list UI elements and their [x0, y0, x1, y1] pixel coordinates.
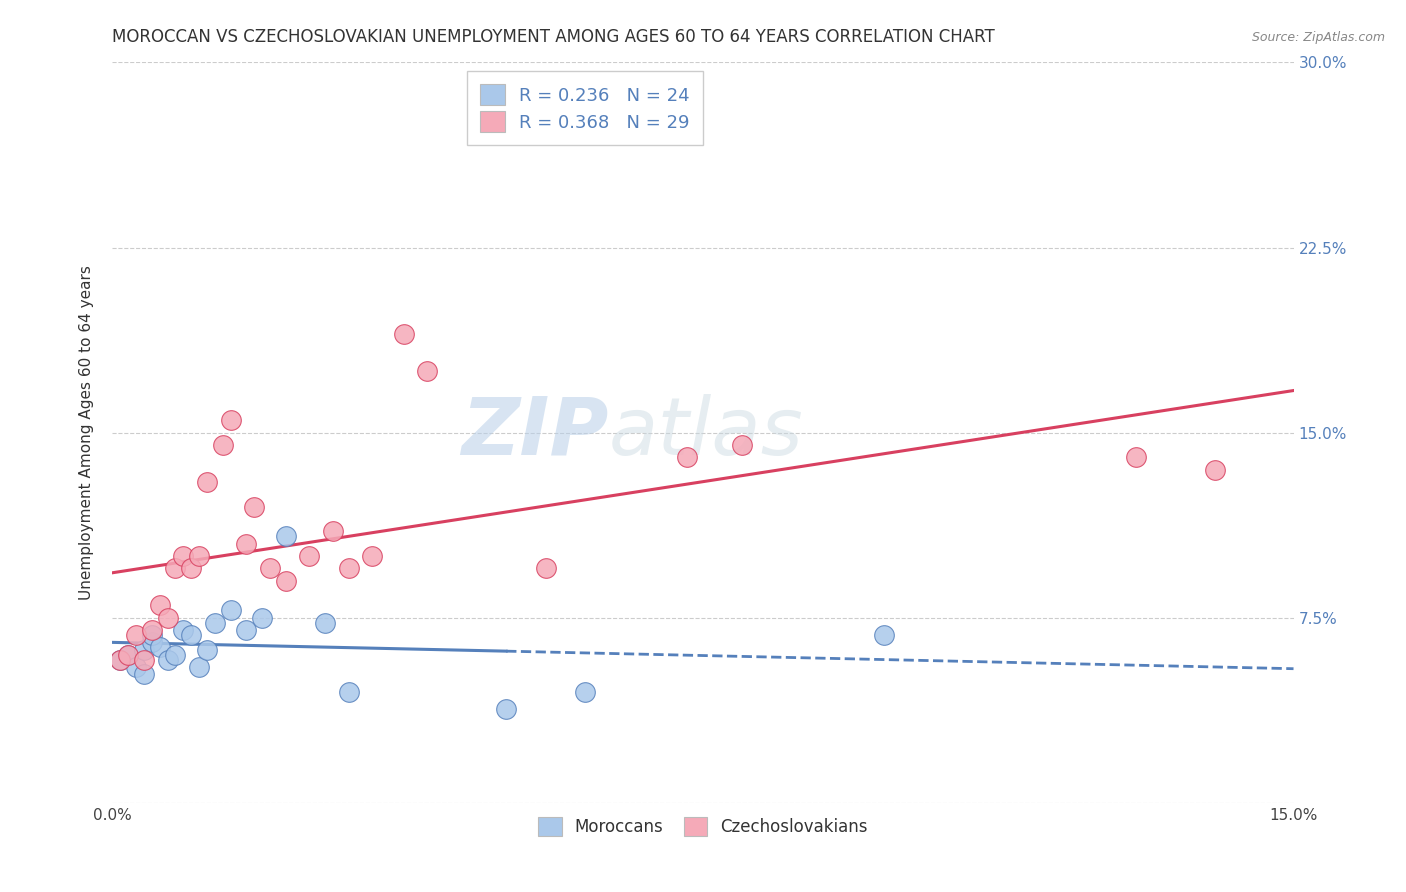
Point	[1204, 462, 1226, 476]
Point	[125, 660, 148, 674]
Point	[1125, 450, 1147, 465]
Point	[322, 524, 344, 539]
Point	[195, 475, 218, 489]
Point	[165, 648, 187, 662]
Point	[172, 623, 194, 637]
Point	[132, 653, 155, 667]
Point	[219, 603, 242, 617]
Point	[117, 648, 139, 662]
Y-axis label: Unemployment Among Ages 60 to 64 years: Unemployment Among Ages 60 to 64 years	[79, 265, 94, 600]
Point	[534, 561, 557, 575]
Point	[243, 500, 266, 514]
Point	[141, 628, 163, 642]
Text: Source: ZipAtlas.com: Source: ZipAtlas.com	[1251, 31, 1385, 45]
Point	[172, 549, 194, 563]
Point	[211, 438, 233, 452]
Point	[195, 642, 218, 657]
Point	[110, 653, 132, 667]
Point	[132, 642, 155, 657]
Point	[204, 615, 226, 630]
Point	[156, 653, 179, 667]
Point	[495, 702, 517, 716]
Point	[188, 549, 211, 563]
Point	[274, 529, 297, 543]
Text: ZIP: ZIP	[461, 393, 609, 472]
Legend: Moroccans, Czechoslovakians: Moroccans, Czechoslovakians	[529, 807, 877, 847]
Point	[259, 561, 281, 575]
Point	[873, 628, 896, 642]
Point	[188, 660, 211, 674]
Point	[392, 326, 415, 341]
Point	[165, 561, 187, 575]
Point	[416, 364, 439, 378]
Point	[156, 610, 179, 624]
Point	[219, 413, 242, 427]
Point	[337, 561, 360, 575]
Point	[574, 685, 596, 699]
Point	[149, 599, 172, 613]
Point	[149, 640, 172, 655]
Point	[132, 667, 155, 681]
Point	[141, 635, 163, 649]
Point	[117, 648, 139, 662]
Text: MOROCCAN VS CZECHOSLOVAKIAN UNEMPLOYMENT AMONG AGES 60 TO 64 YEARS CORRELATION C: MOROCCAN VS CZECHOSLOVAKIAN UNEMPLOYMENT…	[112, 28, 995, 45]
Point	[337, 685, 360, 699]
Point	[180, 628, 202, 642]
Point	[110, 653, 132, 667]
Point	[250, 610, 273, 624]
Point	[274, 574, 297, 588]
Point	[314, 615, 336, 630]
Point	[141, 623, 163, 637]
Point	[298, 549, 321, 563]
Point	[180, 561, 202, 575]
Point	[361, 549, 384, 563]
Text: atlas: atlas	[609, 393, 803, 472]
Point	[235, 623, 257, 637]
Point	[731, 438, 754, 452]
Point	[125, 628, 148, 642]
Point	[676, 450, 699, 465]
Point	[235, 536, 257, 550]
